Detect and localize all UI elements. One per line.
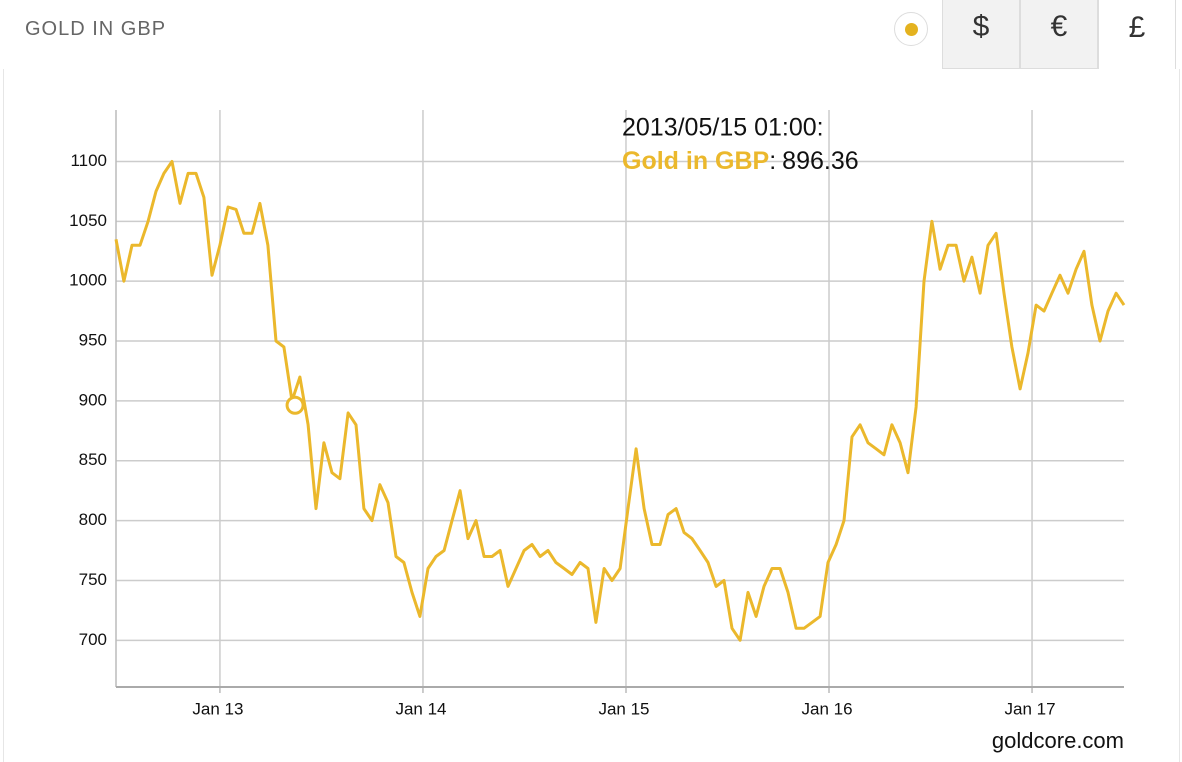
x-tick-label: Jan 14 (395, 699, 446, 718)
currency-tabs: $ € £ (942, 0, 1176, 69)
tooltip-separator: : (769, 147, 776, 175)
y-tick-label: 900 (79, 390, 107, 409)
price-line (114, 160, 1126, 642)
y-tick-label: 800 (79, 510, 107, 529)
tooltip-value-line: Gold in GBP: 896.36 (622, 147, 859, 175)
currency-tab[interactable]: $ (942, 0, 1020, 69)
hover-marker (285, 395, 305, 415)
x-tick-label: Jan 13 (192, 699, 243, 718)
tooltip-date: 2013/05/15 01:00: (622, 114, 824, 142)
currency-tab[interactable]: £ (1098, 0, 1176, 69)
x-tick-label: Jan 16 (801, 699, 852, 718)
y-tick-label: 700 (79, 630, 107, 649)
y-tick-label: 750 (79, 570, 107, 589)
y-tick-label: 1050 (69, 211, 107, 230)
currency-tab[interactable]: € (1020, 0, 1098, 69)
y-tick-label: 950 (79, 331, 107, 350)
chart-frame (3, 69, 1180, 762)
x-tick-label: Jan 17 (1005, 699, 1056, 718)
y-tick-label: 850 (79, 450, 107, 469)
y-tick-label: 1000 (69, 271, 107, 290)
tooltip-value: 896.36 (782, 147, 858, 175)
x-tick-label: Jan 15 (598, 699, 649, 718)
tooltip-series-name: Gold in GBP (622, 147, 769, 175)
widget-title: GOLD IN GBP (25, 18, 167, 40)
source-credit: goldcore.com (992, 728, 1124, 753)
option-toggle[interactable] (894, 12, 928, 46)
y-tick-label: 1100 (70, 151, 107, 170)
